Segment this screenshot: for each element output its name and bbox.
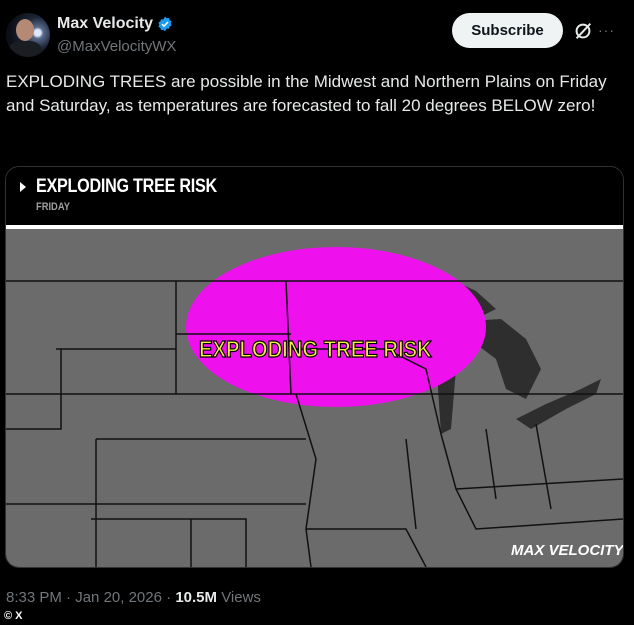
- views-label: Views: [221, 589, 261, 606]
- media-header: EXPLODING TREE RISK FRIDAY: [6, 167, 623, 227]
- author-handle[interactable]: @MaxVelocityWX: [57, 38, 177, 55]
- more-icon[interactable]: ···: [598, 22, 615, 38]
- avatar-body: [8, 41, 42, 57]
- risk-area: [186, 247, 486, 407]
- subscribe-button[interactable]: Subscribe: [452, 13, 563, 48]
- play-triangle-icon: [20, 182, 26, 192]
- header-divider: [6, 225, 623, 229]
- media-card[interactable]: EXPLODING TREE RISK FRIDAY: [5, 166, 624, 568]
- grok-icon[interactable]: [572, 20, 594, 42]
- avatar[interactable]: [6, 13, 50, 57]
- media-header-title: EXPLODING TREE RISK: [36, 176, 217, 197]
- tweet-meta: 8:33 PM · Jan 20, 2026 · 10.5M Views: [6, 589, 261, 606]
- media-header-subtitle: FRIDAY: [36, 201, 70, 213]
- avatar-head: [16, 19, 34, 41]
- separator: ·: [166, 589, 172, 606]
- risk-map: EXPLODING TREE RISK MAX VELOCITY: [6, 229, 623, 567]
- views-count: 10.5M: [175, 589, 218, 606]
- tweet-time[interactable]: 8:33 PM: [6, 589, 62, 606]
- map-risk-label: EXPLODING TREE RISK: [199, 336, 432, 363]
- author-name[interactable]: Max Velocity: [57, 15, 154, 32]
- separator: ·: [66, 589, 72, 606]
- image-credit: © X: [4, 610, 23, 622]
- state-borders: [6, 280, 623, 567]
- tweet-date[interactable]: Jan 20, 2026: [75, 589, 162, 606]
- watermark-logo: MAX VELOCITY: [511, 542, 623, 559]
- verified-badge-icon: [158, 16, 172, 32]
- author-name-row[interactable]: Max Velocity: [57, 15, 173, 33]
- tweet-text: EXPLODING TREES are possible in the Midw…: [6, 72, 607, 115]
